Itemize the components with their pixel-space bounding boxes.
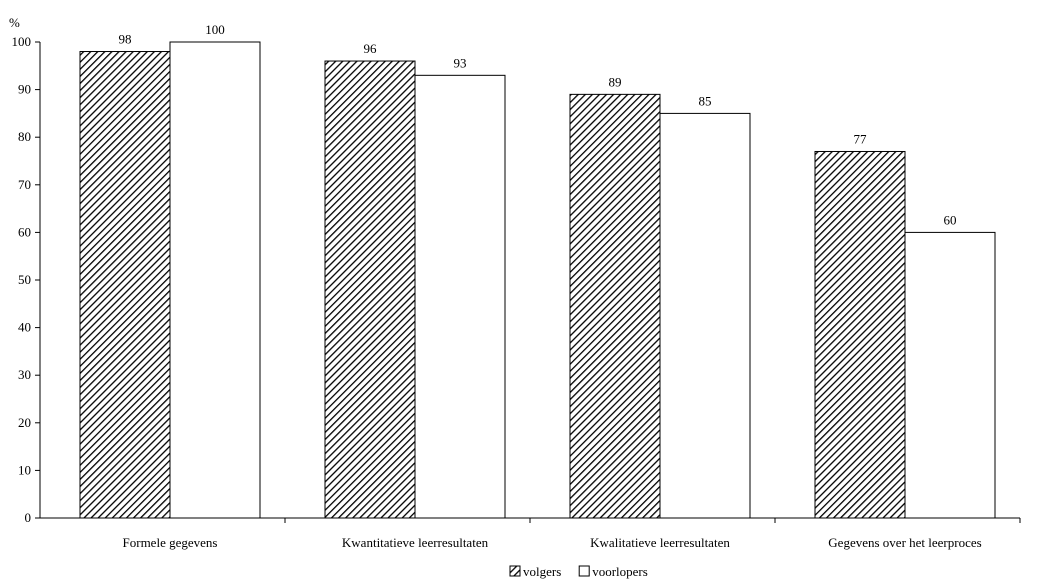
x-tick-label: Kwalitatieve leerresultaten [590,535,730,550]
data-label: 96 [364,41,378,56]
legend: volgers voorlopers [509,564,648,579]
bar-voorlopers [659,112,751,519]
legend-label-voorlopers: voorlopers [592,564,648,579]
y-tick-label: 30 [18,367,31,382]
legend-swatch-volgers [509,565,521,577]
bar-voorlopers [169,41,261,519]
data-label: 89 [609,74,622,89]
x-tick-label: Formele gegevens [123,535,218,550]
y-tick-label: 60 [18,224,31,239]
y-tick-label: 100 [12,34,32,49]
y-axis: 0 10 20 30 40 50 60 70 80 90 100 [12,34,40,525]
legend-swatch-voorlopers [578,565,590,577]
data-label: 85 [699,93,712,108]
data-label: 93 [454,55,467,70]
bar-volgers [814,150,906,519]
data-label: 60 [944,212,957,227]
data-label: 98 [119,32,132,47]
y-tick-label: 70 [18,177,31,192]
data-label: 77 [854,131,868,146]
y-tick-label: 10 [18,462,31,477]
y-tick-label: 80 [18,129,31,144]
y-tick-label: 40 [18,320,31,335]
x-axis: Formele gegevens Kwantitatieve leerresult… [123,518,1021,550]
data-label: 100 [205,22,225,37]
bar-volgers [569,93,661,519]
y-tick-label: 50 [18,272,31,287]
bar-volgers [324,60,416,519]
x-tick-label: Gegevens over het leerproces [828,535,981,550]
y-axis-label: % [9,15,20,30]
y-tick-label: 0 [25,510,32,525]
bar-volgers [79,51,171,519]
y-tick-label: 90 [18,82,31,97]
y-tick-label: 20 [18,415,31,430]
legend-label-volgers: volgers [523,564,561,579]
bars: 98 100 96 93 89 85 77 60 [79,22,996,519]
bar-voorlopers [904,231,996,519]
x-tick-label: Kwantitatieve leerresultaten [342,535,489,550]
bar-voorlopers [414,74,506,519]
